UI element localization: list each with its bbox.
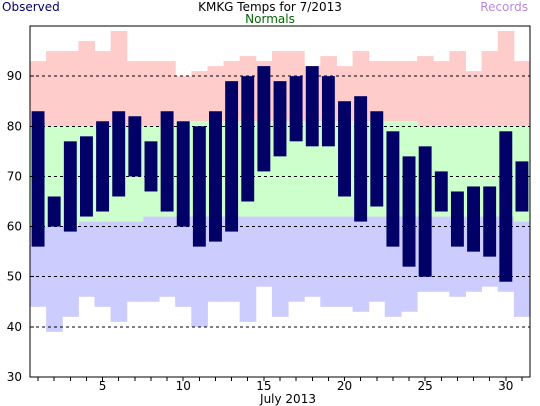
record-low-bar xyxy=(255,216,273,287)
observed-legend-label: Observed xyxy=(2,0,60,14)
record-high-bar xyxy=(449,51,466,127)
observed-bar xyxy=(289,76,303,142)
axis-layer: 30 40 50 60 70 80 90 5 10 15 20 25 30 July 2013 xyxy=(7,25,531,406)
record-high-bar xyxy=(513,61,531,127)
observed-layer xyxy=(31,66,529,282)
x-tick-label: 5 xyxy=(99,379,107,393)
record-high-bar xyxy=(433,61,450,127)
record-high-bar xyxy=(384,61,402,122)
observed-bar xyxy=(80,136,93,217)
observed-bar xyxy=(144,141,158,192)
record-low-bar xyxy=(46,226,63,332)
record-high-bar xyxy=(400,61,418,122)
record-high-bar xyxy=(62,51,79,127)
y-tick-label: 80 xyxy=(7,119,22,133)
record-low-bar xyxy=(159,216,176,297)
observed-bar xyxy=(483,186,497,257)
observed-bar xyxy=(338,101,351,197)
normal-range-bar xyxy=(288,121,305,217)
record-low-bar xyxy=(78,221,96,297)
record-high-bar xyxy=(481,51,499,127)
observed-bar xyxy=(515,161,529,212)
record-low-bar xyxy=(352,216,370,312)
record-high-bar xyxy=(110,31,128,127)
record-low-bar xyxy=(126,221,144,302)
record-high-bar xyxy=(30,61,47,127)
observed-bar xyxy=(354,96,368,222)
y-tick-label: 30 xyxy=(7,370,22,384)
observed-bar xyxy=(96,121,110,212)
y-tick-label: 60 xyxy=(7,220,22,234)
record-low-bar xyxy=(288,216,305,302)
record-high-bar xyxy=(207,66,225,122)
record-low-bar xyxy=(304,216,321,297)
observed-bar xyxy=(321,76,335,147)
observed-bar xyxy=(47,196,61,227)
record-low-bar xyxy=(175,216,192,307)
y-tick-label: 50 xyxy=(7,270,22,284)
record-low-bar xyxy=(433,216,450,292)
x-axis-label: July 2013 xyxy=(259,392,316,406)
observed-bar xyxy=(209,111,222,242)
observed-bar xyxy=(192,126,206,247)
observed-bar xyxy=(63,141,77,232)
record-low-bar xyxy=(110,221,128,322)
record-high-bar xyxy=(126,61,144,127)
observed-bar xyxy=(450,191,464,247)
x-tick-label: 25 xyxy=(418,379,433,393)
record-low-bar xyxy=(271,216,289,317)
record-low-bar xyxy=(239,216,257,322)
observed-bar xyxy=(418,146,432,277)
records-legend-label: Records xyxy=(480,0,528,14)
record-low-bar xyxy=(336,216,354,307)
observed-bar xyxy=(160,111,174,212)
record-high-bar xyxy=(497,31,515,127)
record-low-bar xyxy=(223,216,241,302)
record-high-bar xyxy=(46,51,63,127)
observed-bar xyxy=(370,111,384,207)
record-high-bar xyxy=(78,41,96,127)
observed-bar xyxy=(434,171,448,212)
y-tick-label: 40 xyxy=(7,320,22,334)
observed-bar xyxy=(257,66,271,172)
observed-bar xyxy=(176,121,190,227)
x-tick-label: 30 xyxy=(498,379,513,393)
chart-title: KMKG Temps for 7/2013 xyxy=(198,0,342,14)
y-tick-label: 90 xyxy=(7,69,22,83)
record-high-bar xyxy=(94,51,112,127)
x-tick-label: 15 xyxy=(256,379,271,393)
observed-bar xyxy=(386,131,400,247)
record-high-bar xyxy=(191,71,208,122)
observed-bar xyxy=(31,111,45,247)
record-low-bar xyxy=(62,226,79,317)
observed-bar xyxy=(273,81,287,157)
record-high-bar xyxy=(159,61,176,127)
record-low-bar xyxy=(94,221,112,307)
observed-bar xyxy=(305,66,319,147)
observed-bar xyxy=(112,111,126,197)
record-low-bar xyxy=(368,216,386,302)
normals-legend-label: Normals xyxy=(245,12,295,26)
observed-bar xyxy=(499,131,513,282)
record-low-bar xyxy=(142,216,160,302)
observed-bar xyxy=(225,81,239,232)
record-low-bar xyxy=(320,216,337,307)
record-high-bar xyxy=(465,71,483,127)
observed-bar xyxy=(241,76,255,202)
record-high-bar xyxy=(175,76,192,122)
record-low-bar xyxy=(513,221,531,317)
record-high-bar xyxy=(142,61,160,127)
x-tick-label: 10 xyxy=(176,379,191,393)
y-tick-label: 70 xyxy=(7,169,22,183)
record-high-bar xyxy=(417,56,434,127)
observed-bar xyxy=(128,116,142,177)
observed-bar xyxy=(402,156,416,267)
observed-bar xyxy=(467,186,480,252)
x-tick-label: 20 xyxy=(337,379,352,393)
